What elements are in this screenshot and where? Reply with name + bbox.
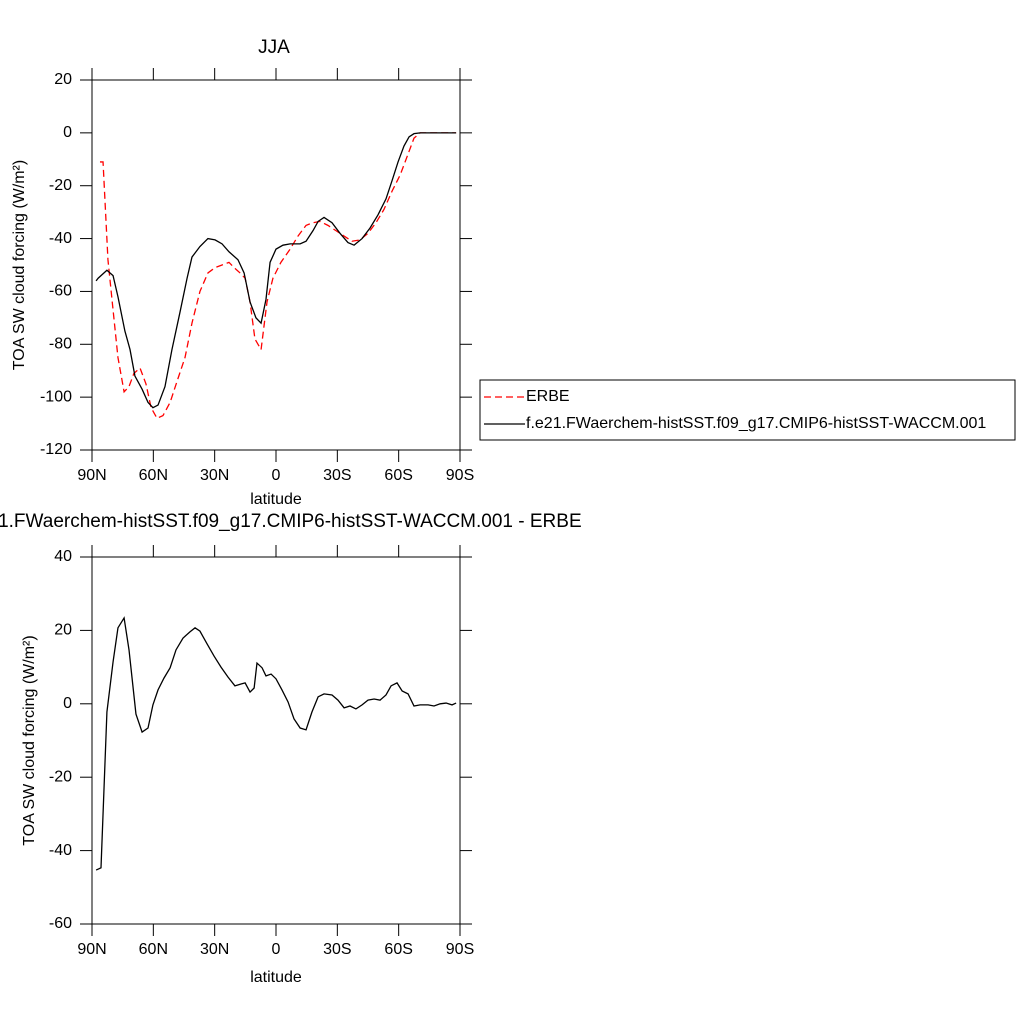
data-line [95, 616, 457, 871]
x-axis-label: latitude [250, 969, 302, 986]
x-tick-label: 60S [384, 467, 412, 484]
y-axis-label: TOA SW cloud forcing (W/m²) [11, 160, 28, 370]
y-tick-label: -60 [49, 283, 72, 300]
data-line [95, 132, 457, 409]
x-tick-label: 90S [446, 467, 474, 484]
y-tick-label: 20 [54, 622, 72, 639]
y-tick-label: -100 [40, 388, 72, 405]
y-tick-label: -20 [49, 768, 72, 785]
y-tick-label: -20 [49, 177, 72, 194]
x-tick-label: 60N [139, 467, 168, 484]
x-tick-label: 90N [77, 467, 106, 484]
y-tick-label: 20 [54, 71, 72, 88]
x-tick-label: 30N [200, 941, 229, 958]
x-tick-label: 60S [384, 941, 412, 958]
x-tick-label: 90N [77, 941, 106, 958]
y-axis-label: TOA SW cloud forcing (W/m²) [21, 635, 38, 845]
y-tick-label: -40 [49, 842, 72, 859]
data-line [99, 132, 457, 420]
chart-title: JJA [258, 37, 290, 58]
x-tick-label: 0 [272, 941, 281, 958]
x-tick-label: 30S [323, 467, 351, 484]
x-tick-label: 30N [200, 467, 229, 484]
plot-frame [91, 79, 461, 451]
x-tick-label: 60N [139, 941, 168, 958]
y-tick-label: -60 [49, 915, 72, 932]
y-tick-label: 40 [54, 548, 72, 565]
y-tick-label: -40 [49, 230, 72, 247]
x-tick-label: 0 [272, 467, 281, 484]
y-tick-label: -80 [49, 336, 72, 353]
chart-title: f.e21.FWaerchem-histSST.f09_g17.CMIP6-hi… [0, 511, 582, 532]
y-tick-label: 0 [63, 124, 72, 141]
legend-box [479, 379, 1016, 441]
legend-label: ERBE [526, 388, 570, 405]
y-tick-label: -120 [40, 441, 72, 458]
y-tick-label: 0 [63, 695, 72, 712]
x-tick-label: 90S [446, 941, 474, 958]
x-axis-label: latitude [250, 491, 302, 508]
x-tick-label: 30S [323, 941, 351, 958]
plot-frame [91, 556, 461, 925]
legend-label: f.e21.FWaerchem-histSST.f09_g17.CMIP6-hi… [526, 415, 986, 432]
